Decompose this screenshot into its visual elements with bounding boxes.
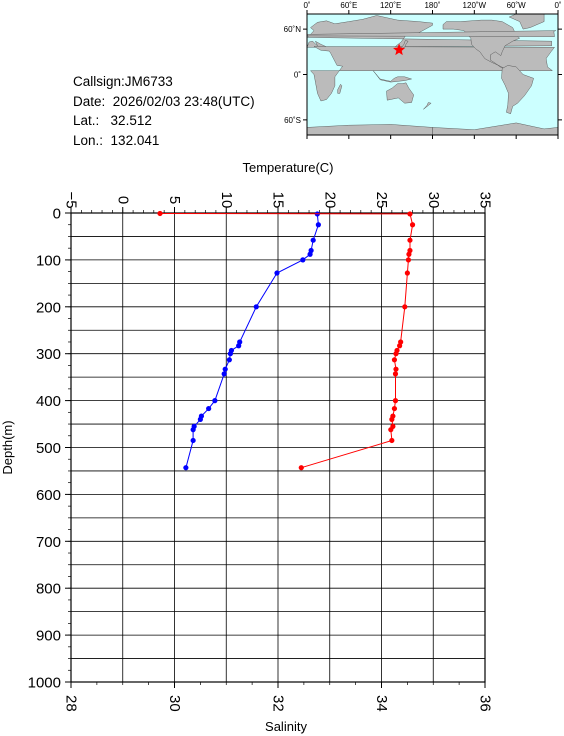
top-axis-tick-label: 25	[373, 192, 390, 209]
depth-axis-tick-label: 900	[36, 628, 61, 645]
data-point-temperature	[300, 257, 306, 263]
data-point-temperature	[212, 398, 218, 404]
data-point-salinity	[404, 270, 410, 276]
top-axis-tick-label: 35	[477, 192, 494, 209]
bottom-axis-tick-label: 28	[63, 695, 80, 712]
depth-axis-tick-label: 800	[36, 581, 61, 598]
data-point-temperature	[221, 371, 227, 377]
depth-axis-tick-label: 1000	[28, 675, 61, 692]
data-point-temperature	[227, 351, 233, 357]
bottom-axis-tick-label: 34	[373, 695, 390, 712]
callsign-row: Callsign:JM6733	[73, 72, 255, 92]
date-value: 2026/02/03 23:48(UTC)	[112, 93, 255, 109]
top-axis-title: Temperature(C)	[242, 160, 333, 175]
data-point-salinity	[391, 405, 398, 412]
top-axis-tick-label: 10	[218, 192, 235, 209]
data-point-temperature	[307, 251, 313, 257]
top-axis-tick-label: 0	[114, 196, 131, 204]
lon-label: Lon.:	[73, 132, 104, 148]
depth-axis-tick-label: 400	[36, 393, 61, 410]
top-axis-tick-label: −5	[63, 191, 80, 208]
data-point-salinity	[298, 465, 304, 471]
bottom-axis-tick-label: 30	[166, 695, 183, 712]
date-label: Date:	[73, 93, 106, 109]
data-point-salinity	[392, 371, 399, 377]
data-point-temperature	[274, 270, 280, 276]
callsign-label: Callsign:	[73, 74, 125, 89]
depth-axis-tick-label: 0	[53, 206, 61, 223]
data-point-salinity	[393, 366, 399, 372]
data-point-salinity	[402, 304, 408, 310]
data-point-salinity	[391, 357, 398, 363]
lon-row: Lon.: 132.041	[73, 131, 255, 151]
data-point-salinity	[389, 437, 395, 444]
data-point-temperature	[183, 465, 189, 471]
data-point-temperature	[236, 343, 242, 349]
top-axis-tick-label: 30	[425, 192, 442, 209]
data-point-salinity	[409, 222, 416, 228]
bottom-axis-tick-label: 32	[270, 695, 287, 712]
data-point-salinity	[157, 210, 163, 217]
bottom-axis-tick-label: 36	[477, 695, 494, 712]
data-point-temperature	[206, 405, 212, 412]
depth-axis-tick-label: 300	[36, 346, 61, 363]
depth-axis-tick-label: 500	[36, 440, 61, 457]
data-point-salinity	[405, 257, 412, 263]
lat-label: Lat.:	[73, 113, 100, 128]
lon-value: 132.041	[110, 132, 160, 148]
bottom-axis-title: Salinity	[265, 719, 307, 734]
data-point-salinity	[389, 416, 395, 422]
data-point-salinity	[407, 211, 413, 217]
data-point-salinity	[406, 251, 412, 257]
depth-axis-title: Depth(m)	[0, 420, 15, 474]
depth-axis-tick-label: 600	[36, 487, 61, 504]
top-axis-tick-label: 15	[270, 192, 287, 209]
data-point-salinity	[407, 237, 413, 243]
depth-axis-tick-label: 200	[36, 299, 61, 316]
data-point-temperature	[190, 427, 196, 433]
date-row: Date: 2026/02/03 23:48(UTC)	[73, 92, 255, 112]
data-point-temperature	[222, 366, 228, 372]
data-point-salinity	[393, 351, 399, 357]
data-point-temperature	[190, 437, 196, 444]
lat-row: Lat.: 32.512	[73, 111, 255, 131]
top-axis-tick-label: 20	[321, 192, 338, 209]
data-point-temperature	[315, 222, 321, 228]
lat-value: 32.512	[110, 113, 152, 128]
top-axis-tick-label: 5	[166, 196, 183, 204]
depth-axis-tick-label: 100	[36, 252, 61, 269]
data-point-salinity	[397, 343, 403, 349]
station-info: Callsign:JM6733 Date: 2026/02/03 23:48(U…	[73, 72, 255, 150]
data-point-temperature	[253, 304, 259, 310]
data-point-salinity	[388, 427, 394, 433]
data-point-temperature	[226, 357, 232, 363]
callsign-value: JM6733	[124, 74, 173, 89]
data-point-temperature	[197, 416, 203, 422]
depth-axis-tick-label: 700	[36, 534, 61, 551]
data-point-temperature	[310, 237, 316, 243]
data-point-salinity	[392, 398, 399, 404]
